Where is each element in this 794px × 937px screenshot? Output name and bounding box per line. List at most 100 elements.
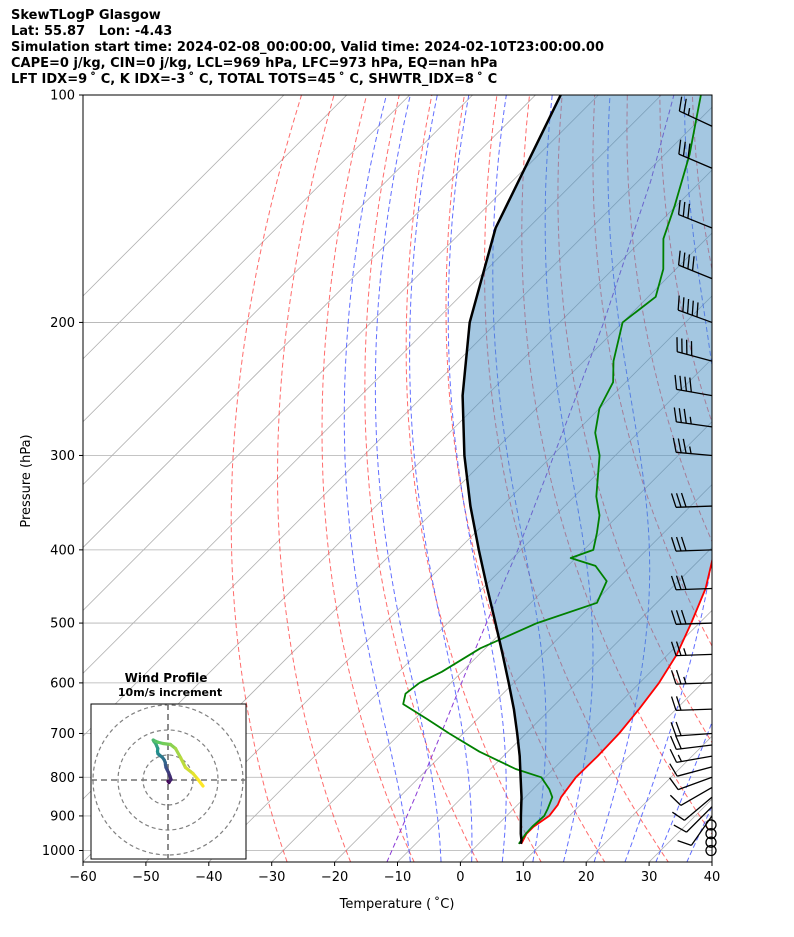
dry-adiabat [405,95,542,862]
wind-barb [678,96,713,127]
wind-barb [670,696,713,712]
x-tick-label: 30 [641,870,658,885]
dry-adiabat [364,95,479,862]
dry-adiabat [276,95,352,862]
barb-full [687,254,691,269]
barb-full [678,408,682,423]
cape-area [462,95,712,844]
calm-circle [705,828,717,840]
wind-barb [669,763,713,777]
isotherm-line [83,95,474,486]
barb-shaft [676,744,713,751]
barb-full [682,252,686,268]
dewpoint-line [402,95,702,845]
wind-barb [705,828,717,840]
barb-full [677,840,692,847]
barb-shaft [677,351,713,362]
barb-full [670,670,677,685]
x-tick-label: 0 [456,870,464,885]
wind-barb [673,407,713,428]
calm-circle [705,836,717,848]
profile-curves [402,95,712,845]
barb-full [686,298,690,314]
moist-adiabat [624,95,712,862]
barb-shaft [686,806,713,833]
barb-half [689,446,692,454]
barb-full [670,537,677,552]
barb-shaft [677,766,713,777]
y-tick-label: 200 [50,316,75,331]
barb-full [674,374,678,390]
barb-full [675,575,682,590]
barb-full [669,735,677,750]
barb-shaft [675,622,713,625]
wind-barb [677,250,713,280]
barb-full [669,794,682,806]
x-tick-label: −20 [321,870,348,885]
barb-full [682,438,687,454]
barb-shaft [684,796,713,821]
barb-full [670,696,677,711]
barb-full [678,139,682,155]
barb-shaft [675,653,713,657]
moist-adiabat [374,95,442,862]
wind-barbs [669,96,717,857]
wind-barb [677,295,713,324]
wind-barb [705,836,717,848]
isotherm-line [334,484,712,862]
hodograph-segment [183,765,195,776]
y-tick-label: 500 [50,617,75,632]
barb-full [675,610,682,625]
barb-full [675,493,682,508]
barb-full [677,250,681,266]
barb-full [689,377,692,393]
barb-full [682,297,685,312]
isotherm-line [83,95,285,297]
barb-shaft [680,786,713,806]
x-tick-label: 40 [704,870,721,885]
header-location: Lat: 55.87 Lon: -4.43 [11,24,173,39]
x-tick-label: −40 [195,870,222,885]
header: SkewTLogP Glasgow Lat: 55.87 Lon: -4.43 … [11,8,604,88]
barb-shaft [690,815,713,846]
barb-shaft [676,421,713,428]
barb-full [674,735,682,750]
barb-half [677,754,683,762]
barb-full [679,375,683,391]
wind-barb [674,374,713,397]
isotherm-line [522,672,712,862]
wind-barb [669,776,713,791]
isotherm-line [396,546,712,862]
barb-full [675,536,682,552]
header-times: Simulation start time: 2024-02-08_00:00:… [11,40,604,55]
barb-full [680,492,687,508]
y-tick-label: 600 [50,676,75,691]
barb-full [670,641,677,656]
x-tick-label: −10 [384,870,411,885]
barb-full [687,143,691,159]
barb-shaft [678,153,713,169]
cape-shading [462,95,712,844]
barb-full [683,408,687,424]
wind-barb [669,786,713,806]
barb-full [677,200,681,215]
wind-barb [670,669,713,685]
barb-half [683,648,687,656]
isotherm-line [83,95,599,611]
y-tick-label: 100 [50,89,75,104]
hodograph-subtitle: 10m/s increment [118,686,222,699]
barb-shaft [678,264,713,280]
barb-shaft [676,388,713,397]
barb-half [689,416,692,425]
parcel-line [461,95,562,845]
y-tick-label: 800 [50,771,75,786]
calm-circle [705,844,717,857]
header-indices-1: CAPE=0 j/kg, CIN=0 j/kg, LCL=969 hPa, LF… [11,56,498,71]
wind-barb [677,200,713,229]
barb-shaft [677,776,713,791]
barb-full [675,696,682,711]
dry-adiabat [445,95,606,862]
hodograph-segment [173,746,183,760]
barb-full [682,141,686,157]
